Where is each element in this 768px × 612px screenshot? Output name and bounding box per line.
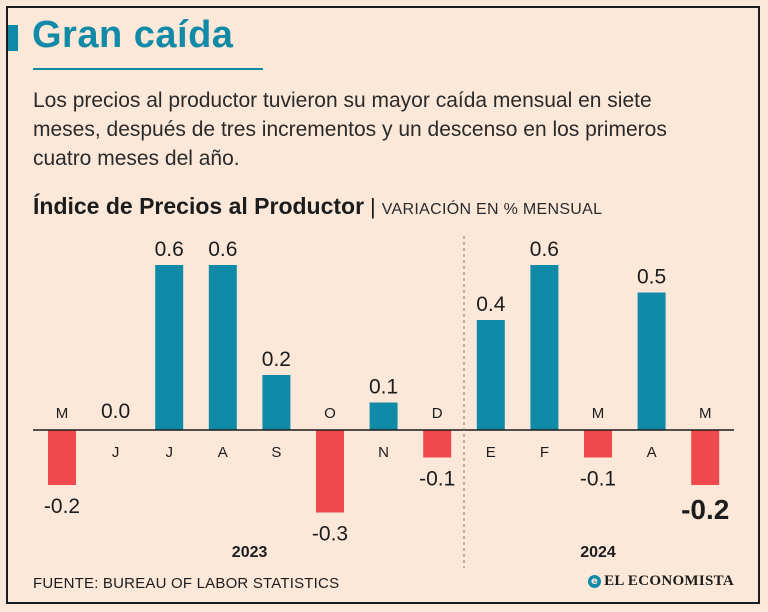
value-label-2: 0.6 (155, 238, 184, 261)
category-label-4: S (271, 444, 281, 461)
category-label-10: M (592, 405, 605, 422)
bar-7 (423, 430, 452, 458)
category-label-8: E (486, 444, 496, 461)
value-label-5: -0.3 (312, 523, 348, 546)
value-label-3: 0.6 (208, 238, 237, 261)
infographic-frame (6, 6, 760, 604)
title-underline (33, 68, 263, 70)
bar-0 (48, 430, 76, 485)
chart-title-separator: | (370, 194, 376, 219)
bar-12 (691, 430, 720, 485)
category-label-11: A (647, 444, 657, 461)
category-label-5: O (324, 405, 336, 422)
value-label-11: 0.5 (637, 266, 666, 289)
year-label-1: 2024 (580, 544, 616, 561)
category-label-1: J (112, 444, 120, 461)
category-label-9: F (540, 444, 549, 461)
value-label-10: -0.1 (580, 468, 616, 491)
bar-2 (155, 265, 184, 430)
year-label-0: 2023 (232, 544, 268, 561)
chart-subtitle: VARIACIÓN EN % MENSUAL (381, 201, 603, 218)
chart-heading: Índice de Precios al Productor | VARIACIÓN… (33, 193, 602, 220)
value-label-9: 0.6 (530, 238, 559, 261)
bar-3 (208, 265, 237, 430)
value-label-6: 0.1 (369, 376, 398, 399)
bar-9 (530, 265, 559, 430)
category-label-0: M (56, 405, 69, 422)
value-label-8: 0.4 (476, 293, 506, 316)
value-label-12: -0.2 (681, 494, 729, 525)
title-accent-bar (8, 25, 18, 51)
value-label-4: 0.2 (262, 348, 291, 371)
value-label-1: 0.0 (101, 400, 130, 423)
bar-8 (476, 320, 505, 430)
category-label-12: M (699, 405, 712, 422)
bar-4 (262, 375, 291, 430)
source-note: FUENTE: BUREAU OF LABOR STATISTICS (33, 575, 340, 592)
brand-logo: e EL ECONOMISTA (588, 573, 734, 590)
description-text: Los precios al productor tuvieron su may… (33, 89, 667, 170)
bar-6 (369, 402, 398, 430)
brand-name: EL ECONOMISTA (604, 573, 734, 589)
category-label-6: N (378, 444, 389, 461)
bar-5 (316, 430, 344, 513)
page-title: Gran caída (32, 14, 234, 56)
category-label-7: D (432, 405, 443, 422)
value-label-0: -0.2 (44, 495, 80, 518)
bar-11 (637, 292, 666, 430)
category-label-3: A (218, 444, 228, 461)
chart-title: Índice de Precios al Productor (33, 193, 365, 219)
bar-10 (584, 430, 612, 458)
category-label-2: J (165, 444, 173, 461)
value-label-7: -0.1 (419, 468, 455, 491)
brand-mark-icon: e (588, 575, 602, 588)
